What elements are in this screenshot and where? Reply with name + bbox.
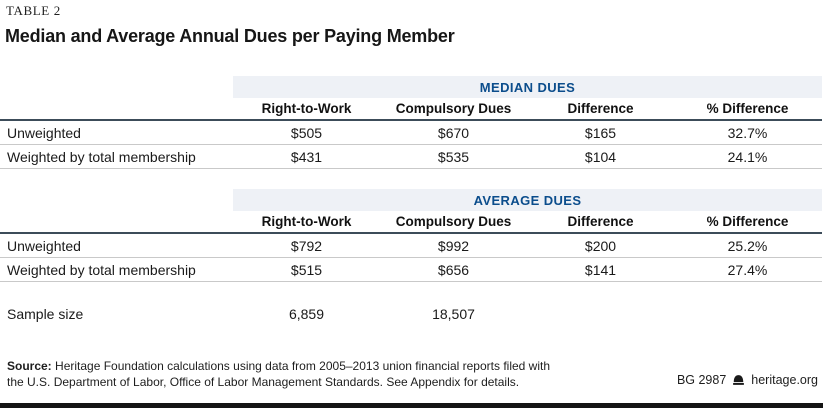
table-cell: 27.4% [727, 261, 768, 278]
row-label: Sample size [7, 306, 84, 322]
column-header-right-to-work: Right-to-Work [261, 101, 352, 116]
table-row-median-weighted: Weighted by total membership $431 $535 $… [0, 145, 822, 169]
table-cell: $165 [584, 124, 617, 141]
table-cell: $505 [290, 124, 323, 141]
header-rule [0, 119, 822, 121]
website-link[interactable]: heritage.org [751, 373, 818, 387]
table-cell: $515 [290, 261, 323, 278]
table-row-median-unweighted: Unweighted $505 $670 $165 32.7% [0, 121, 822, 145]
report-credit: BG 2987 heritage.org [677, 373, 818, 387]
source-text-line1: Heritage Foundation calculations using d… [55, 359, 551, 373]
column-header-compulsory-dues: Compulsory Dues [395, 214, 512, 229]
table-cell: $792 [290, 237, 323, 254]
source-text-line2: the U.S. Department of Labor, Office of … [7, 374, 520, 389]
table-row-average-unweighted: Unweighted $792 $992 $200 25.2% [0, 234, 822, 258]
table-cell: $992 [437, 237, 470, 254]
liberty-bell-icon [732, 374, 745, 387]
table-cell: 32.7% [727, 124, 768, 141]
page-title: Median and Average Annual Dues per Payin… [5, 26, 455, 46]
table-cell: 6,859 [288, 306, 325, 322]
median-section-header-label: MEDIAN DUES [479, 79, 576, 95]
row-label: Weighted by total membership [7, 261, 196, 278]
table-cell: $200 [584, 237, 617, 254]
column-header-compulsory-dues: Compulsory Dues [395, 101, 512, 116]
average-dues-section: AVERAGE DUES Right-to-Work Compulsory Du… [0, 189, 822, 282]
table-cell: $141 [584, 261, 617, 278]
column-header-pct-difference: % Difference [706, 214, 789, 229]
row-label: Weighted by total membership [7, 148, 196, 165]
source-label: Source: [7, 359, 52, 373]
median-column-header-row: Right-to-Work Compulsory Dues Difference… [0, 98, 822, 119]
source-note: Source: Heritage Foundation calculations… [7, 359, 587, 390]
column-header-pct-difference: % Difference [706, 101, 789, 116]
column-header-difference: Difference [567, 101, 634, 116]
table-cell: $535 [437, 148, 470, 165]
row-label: Unweighted [7, 237, 81, 254]
table-cell: 24.1% [727, 148, 768, 165]
average-column-header-row: Right-to-Work Compulsory Dues Difference… [0, 211, 822, 232]
table-cell: 18,507 [432, 306, 475, 322]
table-cell: 25.2% [727, 237, 768, 254]
table-cell: $431 [290, 148, 323, 165]
table-cell: $104 [584, 148, 617, 165]
report-id: BG 2987 [676, 373, 727, 387]
table-cell: $656 [437, 261, 470, 278]
median-dues-section: MEDIAN DUES Right-to-Work Compulsory Due… [0, 76, 822, 169]
header-rule [0, 232, 822, 234]
bottom-rule [0, 403, 823, 408]
table-row-average-weighted: Weighted by total membership $515 $656 $… [0, 258, 822, 282]
average-section-header-bar: AVERAGE DUES [233, 189, 822, 211]
median-section-header-bar: MEDIAN DUES [233, 76, 822, 98]
table-label: TABLE 2 [6, 3, 61, 18]
average-section-header-label: AVERAGE DUES [473, 192, 582, 208]
column-header-right-to-work: Right-to-Work [261, 214, 352, 229]
column-header-difference: Difference [567, 214, 634, 229]
table-row-sample-size: Sample size 6,859 18,507 [0, 302, 822, 326]
table-cell: $670 [437, 124, 470, 141]
row-label: Unweighted [7, 124, 81, 141]
